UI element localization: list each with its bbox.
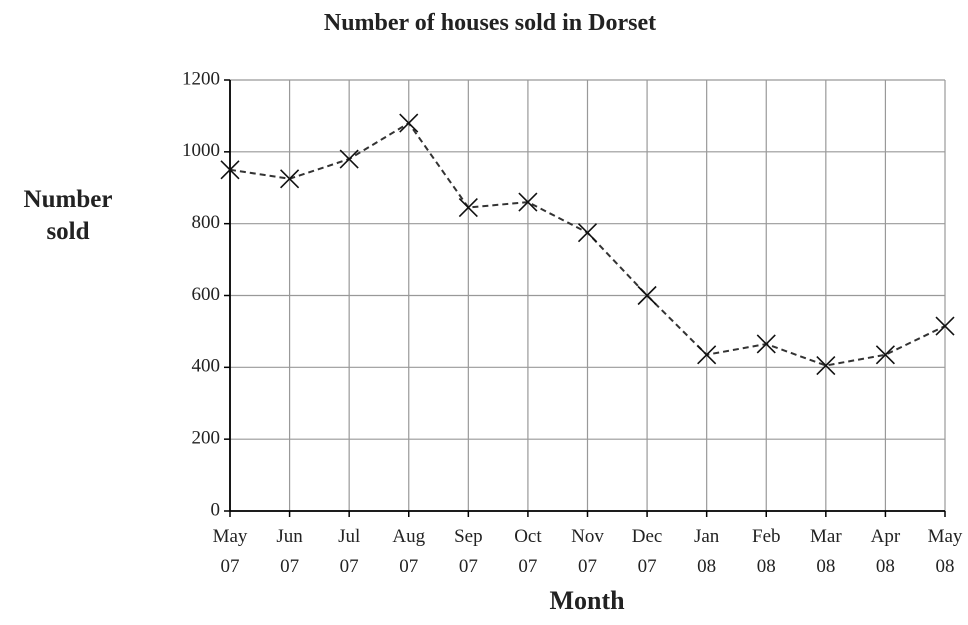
x-tick-label: May 07 — [212, 526, 248, 577]
marker-stroke — [518, 192, 538, 212]
x-tick-label: Nov 07 — [571, 526, 604, 577]
marker-stroke — [816, 355, 836, 376]
x-tick-label: Oct 07 — [514, 526, 542, 577]
marker-stroke — [280, 169, 300, 189]
y-tick-label: 1000 — [182, 140, 220, 161]
marker-stroke — [637, 285, 657, 306]
y-tick-label: 200 — [192, 428, 221, 449]
marker-stroke — [339, 149, 359, 169]
x-axis-label: Month — [549, 586, 625, 615]
data-point — [637, 285, 657, 306]
data-point — [875, 345, 895, 365]
marker-stroke — [875, 345, 895, 365]
y-axis-label: Number sold — [23, 186, 113, 245]
data-point — [399, 113, 419, 133]
x-tick-label: Dec 07 — [631, 526, 663, 577]
data-point — [935, 316, 955, 336]
y-tick-label: 800 — [192, 212, 221, 233]
marker-stroke — [697, 345, 717, 365]
y-tick-label: 400 — [192, 356, 221, 377]
x-tick-label: Feb 08 — [752, 526, 781, 577]
x-tick-label: Aug 07 — [392, 526, 426, 577]
y-tick-label: 1200 — [182, 68, 220, 89]
x-tick-label: Jul 07 — [338, 526, 361, 577]
data-point — [756, 334, 776, 354]
y-tick-label: 0 — [211, 499, 221, 520]
x-tick-label: Jan 08 — [693, 526, 720, 577]
chart-title: Number of houses sold in Dorset — [323, 10, 657, 36]
marker-stroke — [756, 334, 776, 354]
data-point — [280, 169, 300, 189]
x-tick-label: Apr 08 — [870, 526, 901, 577]
data-point — [816, 355, 836, 376]
x-tick-label: May 08 — [927, 526, 963, 577]
data-point — [220, 160, 240, 180]
marker-stroke — [458, 197, 478, 218]
data-point — [339, 149, 359, 169]
data-point — [518, 192, 538, 212]
data-point — [458, 197, 478, 218]
marker-stroke — [935, 316, 955, 336]
data-point — [697, 345, 717, 365]
data-point — [577, 223, 598, 243]
marker-stroke — [577, 223, 598, 243]
marker-stroke — [220, 160, 240, 180]
x-tick-label: Sep 07 — [454, 526, 483, 577]
y-tick-label: 600 — [192, 284, 221, 305]
x-tick-label: Mar 08 — [810, 526, 842, 577]
x-tick-label: Jun 07 — [276, 526, 303, 577]
marker-stroke — [399, 113, 419, 133]
